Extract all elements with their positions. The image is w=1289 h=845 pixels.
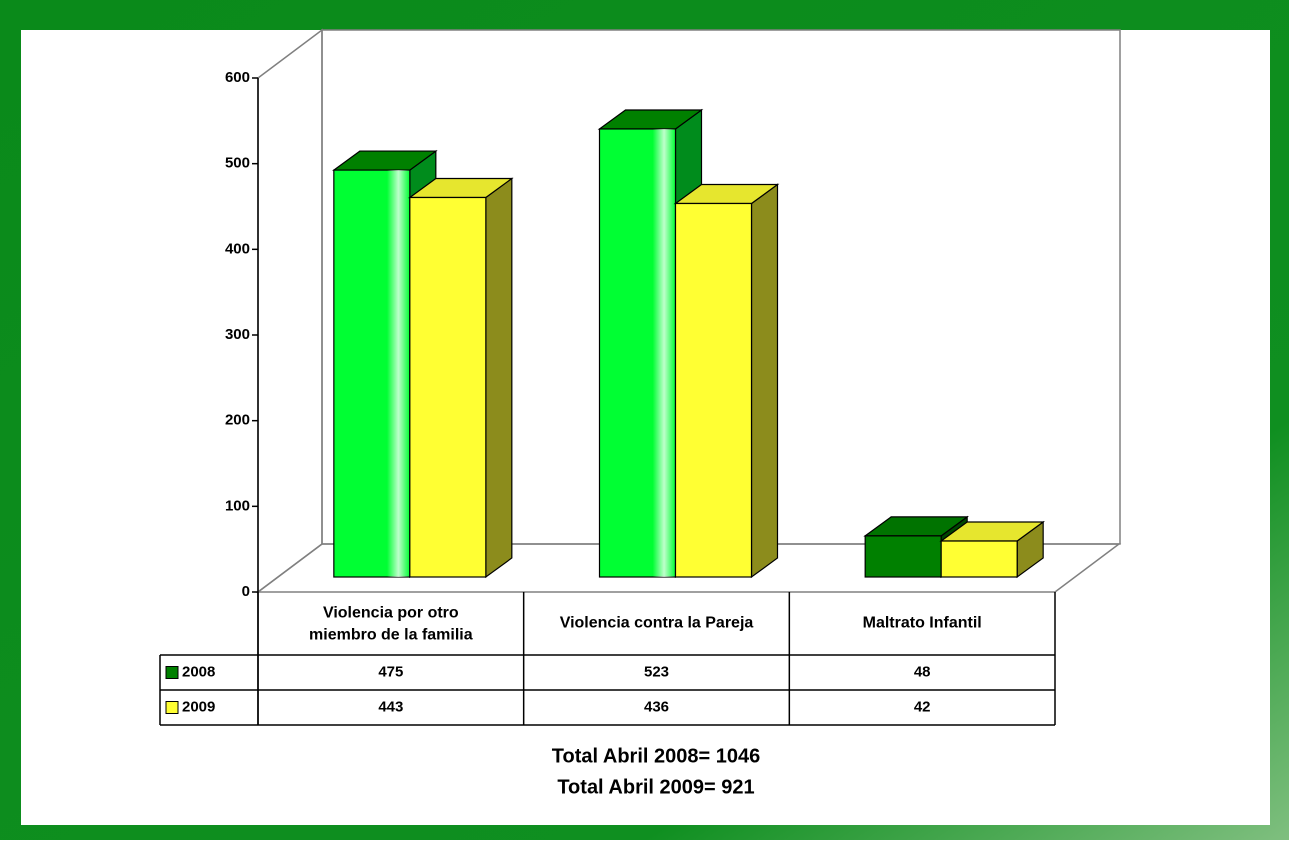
y-tick-label: 400 xyxy=(225,240,250,257)
bar-front xyxy=(864,535,942,578)
label-line: Violencia por otro xyxy=(323,605,459,622)
legend-swatch xyxy=(165,666,179,679)
bar xyxy=(407,177,514,579)
bar-side xyxy=(750,183,779,579)
bar-side xyxy=(485,177,513,579)
bar-shine xyxy=(599,128,676,578)
y-tick-label: 600 xyxy=(225,69,250,86)
x-tick-label: Violencia por otro miembro de la familia xyxy=(309,605,473,644)
legend-swatch xyxy=(165,701,179,714)
legend-label: 2009 xyxy=(182,698,215,715)
y-tick-label: 500 xyxy=(225,155,250,172)
bar xyxy=(673,183,780,579)
table-value: 42 xyxy=(914,698,931,715)
y-tick-label: 300 xyxy=(225,326,250,343)
y-tick-label: 100 xyxy=(225,497,250,514)
label-line: miembro de la familia xyxy=(309,627,473,644)
bar-front xyxy=(940,540,1018,578)
y-tick-label: 0 xyxy=(242,583,250,600)
table-value: 436 xyxy=(644,698,669,715)
y-tick-label: 200 xyxy=(225,412,250,429)
bar-front xyxy=(674,202,753,578)
table-value: 48 xyxy=(914,663,931,680)
annotation: Total Abril 2009= 921 xyxy=(557,776,754,798)
table-value: 443 xyxy=(378,698,403,715)
bar-front xyxy=(409,196,487,578)
x-tick-label: Maltrato Infantil xyxy=(863,615,982,632)
bar-shine xyxy=(333,170,410,578)
table-value: 475 xyxy=(378,663,403,680)
table-value: 523 xyxy=(644,663,669,680)
bar xyxy=(939,520,1046,579)
annotation: Total Abril 2008= 1046 xyxy=(552,745,760,767)
x-tick-label: Violencia contra la Pareja xyxy=(560,615,754,632)
legend-label: 2008 xyxy=(182,663,215,680)
